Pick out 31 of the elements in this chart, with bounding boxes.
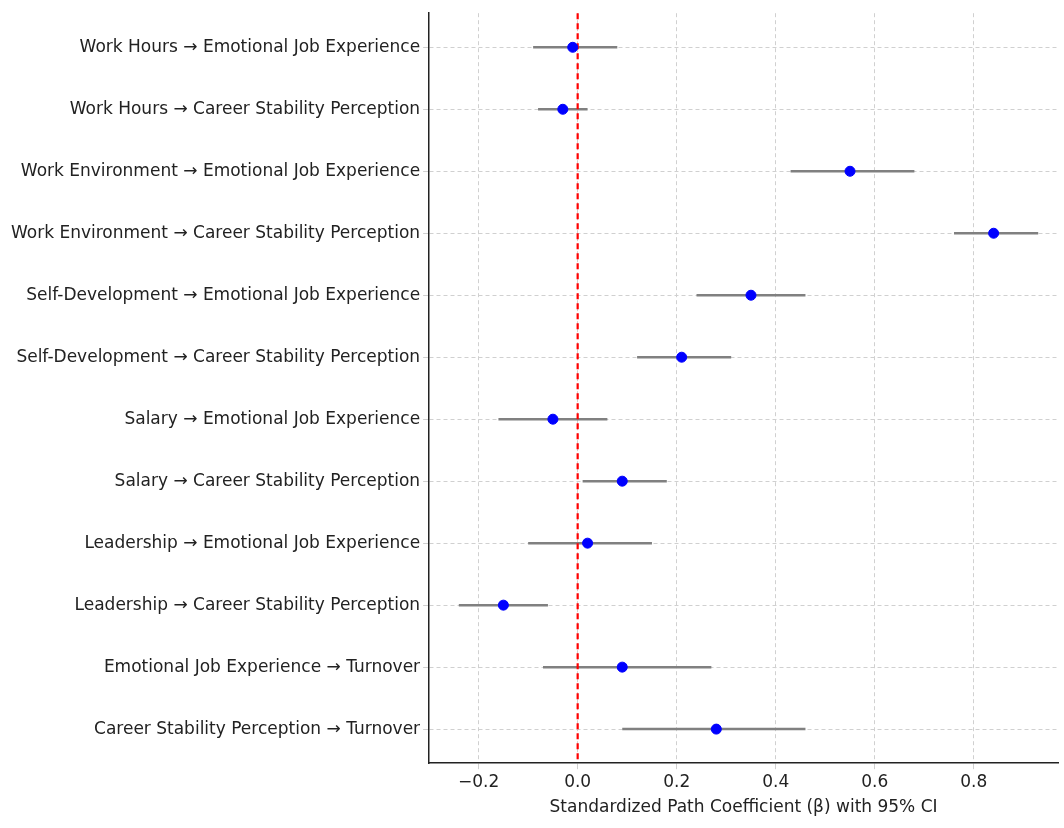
y-tick-label: Leadership → Career Stability Perception xyxy=(74,593,421,614)
point xyxy=(557,103,569,115)
y-tick-label: Work Environment → Career Stability Perception xyxy=(10,221,421,242)
point xyxy=(582,537,594,549)
point xyxy=(988,227,1000,239)
point xyxy=(676,351,688,363)
point xyxy=(616,475,628,487)
point xyxy=(567,41,579,53)
x-tick-label: −0.2 xyxy=(457,770,500,791)
point xyxy=(710,723,722,735)
point xyxy=(497,599,509,611)
y-tick-label: Career Stability Perception → Turnover xyxy=(94,717,421,738)
x-tick-label: 0.4 xyxy=(762,770,790,791)
x-tick-label: 0.2 xyxy=(663,770,691,791)
point xyxy=(844,165,856,177)
point xyxy=(616,661,628,673)
x-tick-label: 0.0 xyxy=(564,770,592,791)
y-tick-label: Work Hours → Career Stability Perception xyxy=(69,97,421,118)
y-tick-label: Self-Development → Career Stability Perception xyxy=(16,345,421,366)
y-tick-label: Salary → Career Stability Perception xyxy=(114,469,421,490)
y-tick-label: Self-Development → Emotional Job Experience xyxy=(26,283,421,304)
y-tick-label: Emotional Job Experience → Turnover xyxy=(103,655,421,676)
point xyxy=(745,289,757,301)
x-axis-title: Standardized Path Coefficient (β) with 95% CI xyxy=(549,796,938,817)
y-tick-label: Salary → Emotional Job Experience xyxy=(124,407,421,428)
y-tick-label: Work Environment → Emotional Job Experience xyxy=(20,159,421,180)
x-tick-label: 0.6 xyxy=(861,770,889,791)
y-tick-label: Leadership → Emotional Job Experience xyxy=(84,531,421,552)
x-tick-label: 0.8 xyxy=(960,770,988,791)
point xyxy=(547,413,559,425)
y-tick-label: Work Hours → Emotional Job Experience xyxy=(79,35,421,56)
